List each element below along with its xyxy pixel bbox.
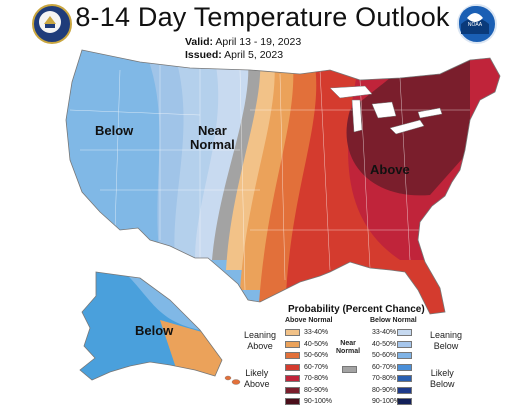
legend-above-label: 70-80% [304,375,329,382]
legend-above-header: Above Normal [285,317,333,324]
legend-above-swatch [285,340,300,348]
legend-below-swatch [397,352,412,359]
legend-above-label: 33-40% [304,329,329,336]
issued-value: April 5, 2023 [224,49,284,61]
commerce-seal-icon [32,4,72,44]
legend-below-swatch [397,329,412,336]
legend-title: Probability (Percent Chance) [288,304,425,315]
legend-above-label: 90-100% [304,398,333,405]
legend-below-header: Below Normal [370,317,417,324]
legend-likely-above: Likely Above [244,368,270,389]
legend-above-label: 60-70% [304,363,329,371]
legend-below-label: 90-100% [372,398,401,405]
legend-leaning-below: Leaning Below [430,330,463,351]
legend-below-swatch [397,386,412,394]
legend-below-swatch [397,340,412,348]
label-above-east: Above [370,162,410,177]
legend-likely-below: Likely Below [430,368,455,389]
islands [224,375,241,385]
legend-below-label: 50-60% [372,352,397,359]
valid-dates: Valid: April 13 - 19, 2023 [185,36,301,48]
legend-above-label: 50-60% [304,352,329,359]
legend-above-swatch [285,375,300,382]
issued-label: Issued: [185,49,222,61]
legend-above-swatch [285,398,300,405]
noaa-logo-icon: NOAA [457,4,497,44]
legend-above-label: 40-50% [304,340,329,348]
legend-below-swatch [397,375,412,382]
label-below-west: Below [95,123,134,138]
legend-below-label: 40-50% [372,340,397,348]
legend-above-swatch [285,352,300,359]
legend-below-swatch [397,363,412,371]
valid-label: Valid: [185,36,214,48]
label-near-normal: Near Normal [190,123,235,152]
legend-below-label: 60-70% [372,363,397,371]
legend-below-label: 80-90% [372,386,397,394]
great-lakes [329,85,443,135]
legend-below-label: 33-40% [372,329,397,336]
issued-date: Issued: April 5, 2023 [185,49,283,61]
legend-near-normal-swatch [342,366,357,373]
legend-below-label: 70-80% [372,375,397,382]
legend-above-swatch [285,329,300,336]
svg-text:NOAA: NOAA [468,22,483,28]
legend-leaning-above: Leaning Above [244,330,277,351]
label-below-alaska: Below [135,323,174,338]
legend-above-swatch [285,386,300,394]
valid-value: April 13 - 19, 2023 [215,36,302,48]
legend-near-normal-label: Near Normal [336,340,361,355]
legend-above-swatch [285,363,300,371]
page-title: 8-14 Day Temperature Outlook [75,2,450,32]
legend-above-label: 80-90% [304,386,329,394]
